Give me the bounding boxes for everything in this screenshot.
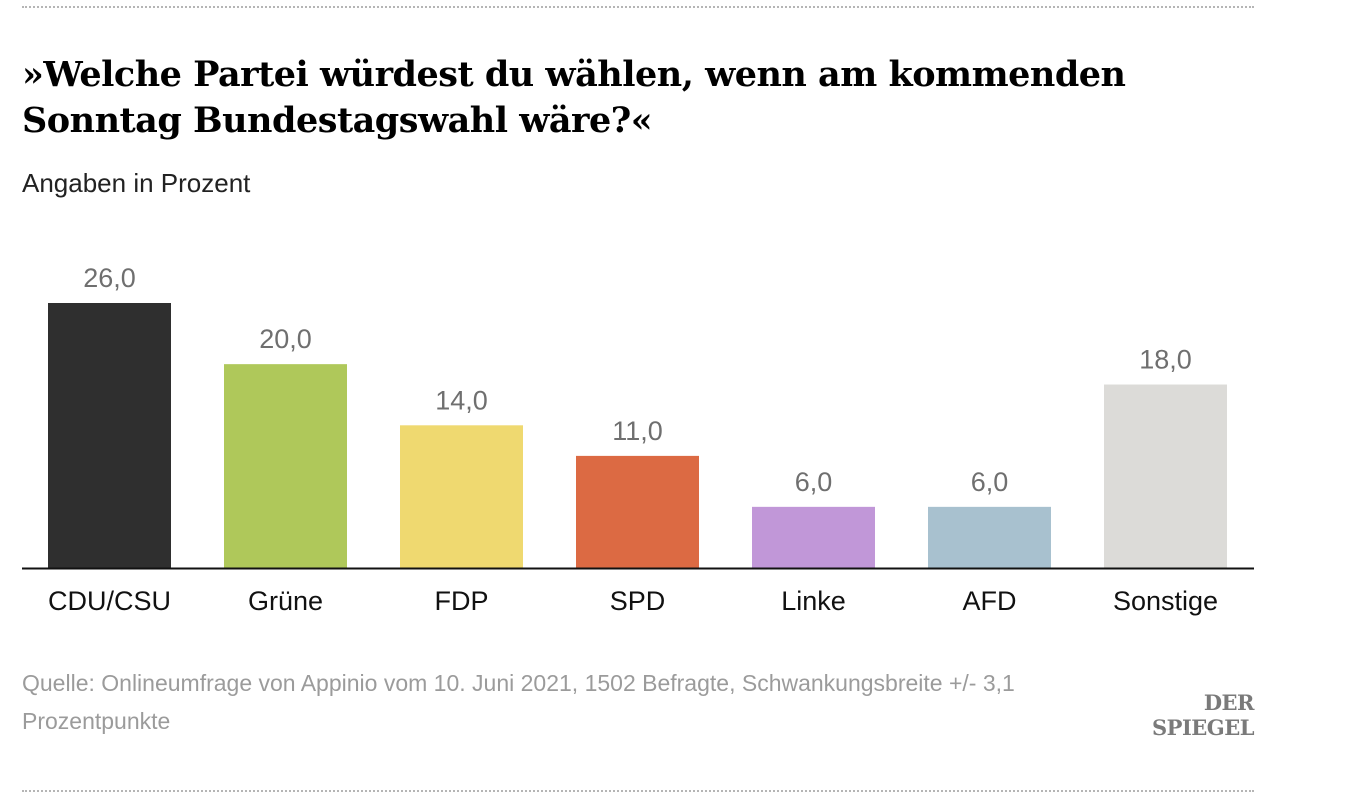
bar-sonstige bbox=[1104, 384, 1227, 568]
value-label-afd: 6,0 bbox=[971, 467, 1009, 497]
value-label-spd: 11,0 bbox=[612, 416, 663, 446]
category-label-linke: Linke bbox=[781, 586, 846, 616]
bar-spd bbox=[576, 455, 699, 568]
chart-title: »Welche Partei würdest du wählen, wenn a… bbox=[22, 54, 1126, 141]
bar-linke bbox=[752, 506, 875, 568]
top-divider bbox=[22, 6, 1254, 8]
spiegel-logo: DER SPIEGEL bbox=[1152, 690, 1255, 740]
chart-subtitle: Angaben in Prozent bbox=[22, 168, 251, 198]
category-label-fdp: FDP bbox=[435, 586, 489, 616]
source-note: Quelle: Onlineumfrage von Appinio vom 10… bbox=[22, 670, 1015, 734]
value-label-sonstige: 18,0 bbox=[1139, 345, 1192, 375]
value-label-gr-ne: 20,0 bbox=[259, 324, 312, 354]
category-label-spd: SPD bbox=[610, 586, 666, 616]
bar-fdp bbox=[400, 425, 523, 568]
category-label-sonstige: Sonstige bbox=[1113, 586, 1218, 616]
category-label-afd: AFD bbox=[963, 586, 1017, 616]
category-label-cdu-csu: CDU/CSU bbox=[48, 586, 171, 616]
bar-afd bbox=[928, 506, 1051, 568]
bottom-divider bbox=[22, 790, 1254, 792]
bar-gr-ne bbox=[224, 364, 347, 568]
value-label-linke: 6,0 bbox=[795, 467, 833, 497]
bar-cdu-csu bbox=[48, 303, 171, 568]
value-label-cdu-csu: 26,0 bbox=[83, 263, 136, 293]
category-label-gr-ne: Grüne bbox=[248, 586, 323, 616]
value-label-fdp: 14,0 bbox=[435, 385, 488, 415]
